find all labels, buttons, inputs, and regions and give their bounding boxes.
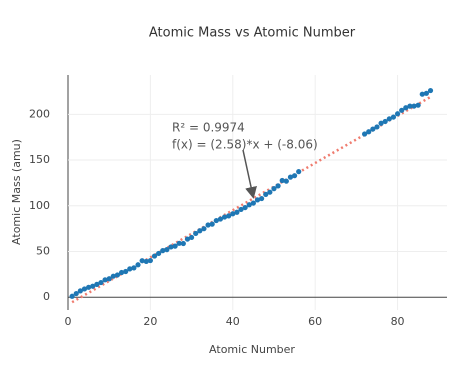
point: [110, 273, 116, 279]
y-tick-label: 200: [29, 107, 50, 120]
grid: 0 20 40 60 80 0 50 100 150 200: [29, 75, 447, 328]
trend-line: [71, 95, 432, 304]
point: [209, 221, 215, 227]
point: [131, 265, 137, 271]
point: [427, 87, 434, 94]
point: [386, 116, 392, 122]
point: [234, 209, 240, 215]
marks: [69, 87, 434, 304]
point: [213, 217, 219, 224]
point: [73, 290, 79, 297]
point: [419, 91, 425, 97]
point: [81, 286, 88, 292]
point: [90, 283, 96, 289]
point: [238, 206, 244, 213]
point: [205, 222, 211, 228]
point: [184, 236, 191, 242]
point: [168, 244, 174, 250]
point: [221, 214, 228, 220]
point: [176, 240, 182, 246]
point: [135, 262, 141, 268]
point: [275, 183, 281, 189]
point: [69, 293, 75, 299]
point: [271, 186, 277, 192]
point: [193, 230, 199, 237]
point: [114, 272, 121, 278]
point: [403, 105, 409, 111]
point: [180, 240, 186, 247]
x-tick-label: 60: [308, 315, 322, 328]
point: [399, 107, 405, 113]
point: [390, 114, 397, 120]
point: [394, 111, 401, 117]
point: [143, 258, 149, 265]
point: [279, 177, 285, 184]
point: [259, 195, 265, 202]
x-axis-label: Atomic Number: [209, 343, 295, 356]
point: [250, 200, 256, 206]
point: [407, 103, 413, 109]
x-tick-label: 0: [65, 315, 72, 328]
point: [283, 178, 289, 184]
point: [164, 247, 170, 253]
point: [287, 174, 294, 180]
point: [374, 124, 380, 130]
y-tick-label: 0: [43, 290, 50, 303]
point: [382, 118, 388, 125]
point: [242, 204, 248, 211]
point: [411, 103, 417, 109]
point: [291, 173, 298, 179]
point: [172, 243, 178, 249]
chart-title: Atomic Mass vs Atomic Number: [149, 26, 356, 41]
point: [217, 216, 224, 222]
point: [263, 191, 269, 198]
x-tick-label: 20: [143, 315, 157, 328]
annotation-arrow: [242, 149, 257, 199]
point: [156, 250, 162, 257]
point: [415, 102, 421, 108]
point: [378, 120, 384, 126]
y-tick-label: 150: [29, 153, 50, 166]
point: [246, 202, 252, 208]
point: [94, 281, 100, 287]
x-tick-label: 40: [226, 315, 240, 328]
point: [98, 279, 104, 286]
point: [423, 90, 430, 96]
point: [201, 226, 207, 232]
point: [123, 268, 129, 275]
point: [188, 234, 195, 241]
y-tick-label: 50: [36, 244, 50, 257]
point: [106, 276, 112, 282]
point: [160, 248, 166, 254]
annotation-r2: R² = 0.9974: [172, 121, 245, 135]
point: [362, 131, 368, 137]
point: [226, 213, 232, 219]
y-tick-label: 100: [29, 199, 50, 212]
point: [77, 288, 83, 294]
y-axis-label: Atomic Mass (amu): [10, 139, 23, 245]
point: [366, 129, 372, 135]
point: [151, 253, 158, 259]
point: [296, 169, 302, 175]
point: [139, 258, 145, 264]
annotation-formula: f(x) = (2.58)*x + (-8.06): [172, 138, 318, 152]
point: [147, 257, 153, 264]
point: [102, 277, 108, 283]
point: [127, 266, 133, 272]
point: [85, 284, 92, 290]
point: [267, 189, 273, 195]
point: [118, 269, 125, 276]
x-tick-label: 80: [391, 315, 405, 328]
point: [197, 228, 203, 234]
point: [230, 211, 236, 217]
point: [370, 126, 376, 132]
